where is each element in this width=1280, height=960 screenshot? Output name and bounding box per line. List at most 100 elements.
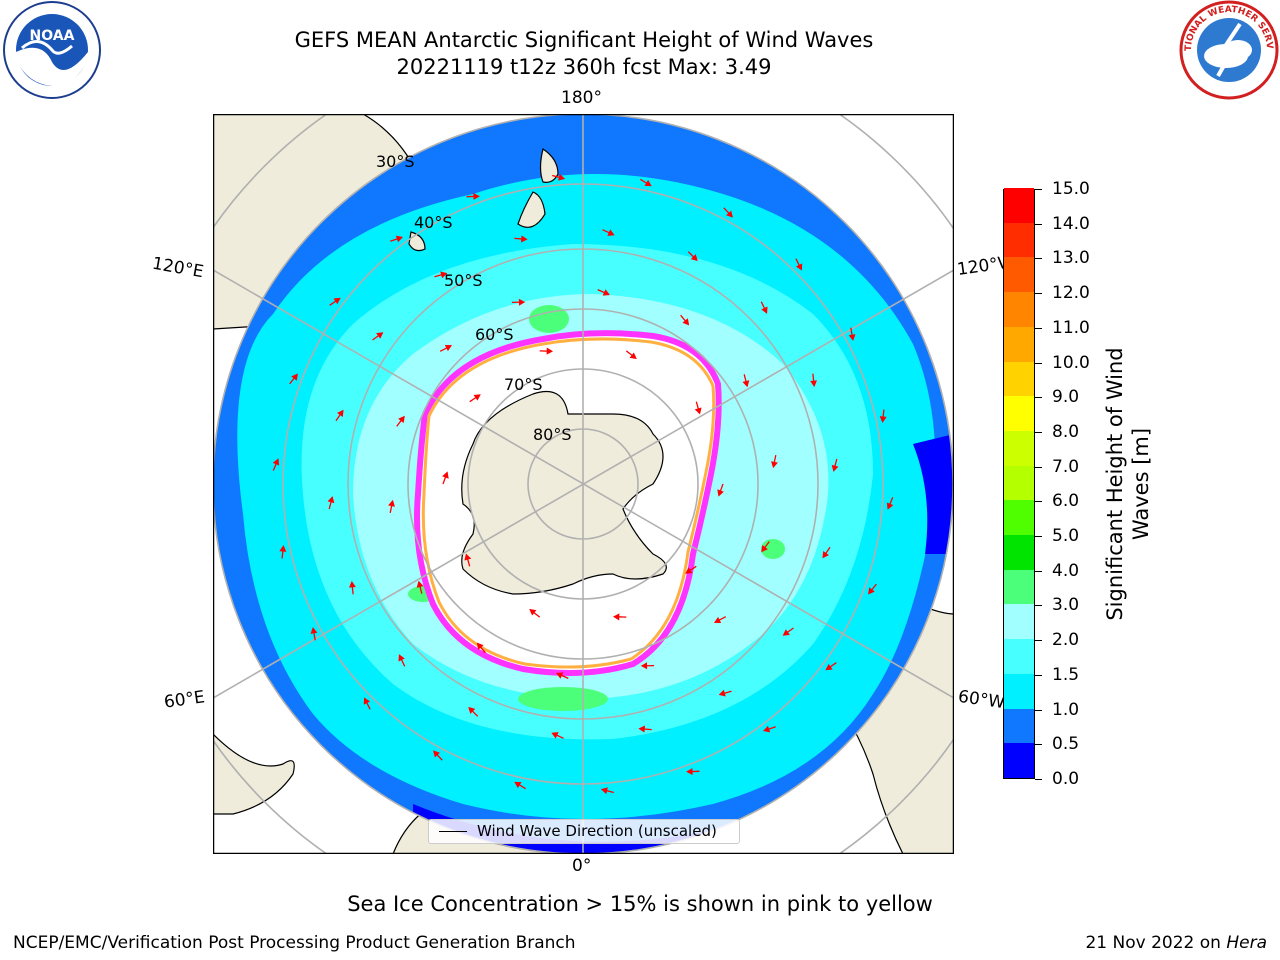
wind-wave-arrow-head bbox=[520, 235, 528, 243]
colorbar-tick bbox=[1035, 327, 1042, 329]
colorbar-segment bbox=[1004, 708, 1034, 744]
wind-wave-arrow-head bbox=[644, 179, 652, 187]
wind-wave-arrow-head bbox=[398, 415, 405, 423]
wind-wave-arrow-head bbox=[690, 254, 698, 262]
colorbar-tick-label: 2.0 bbox=[1052, 630, 1080, 651]
wind-wave-arrow-head bbox=[694, 407, 702, 415]
wind-wave-arrow-head bbox=[556, 672, 564, 679]
wave-patch-2 bbox=[518, 687, 608, 711]
wind-wave-arrow-head bbox=[607, 229, 615, 236]
footer-date-text: 21 Nov 2022 on bbox=[1085, 933, 1227, 953]
colorbar-segment bbox=[1004, 187, 1034, 223]
colorbar-tick-label: 15.0 bbox=[1052, 179, 1090, 199]
colorbar-tick bbox=[1035, 431, 1042, 433]
wind-wave-arrow-head bbox=[822, 551, 829, 559]
ocean-low-2 bbox=[913, 434, 953, 554]
footer-credit: NCEP/EMC/Verification Post Processing Pr… bbox=[13, 933, 576, 953]
wind-wave-arrow-head bbox=[763, 725, 771, 733]
wind-wave-arrow-head bbox=[600, 787, 608, 795]
colorbar-tick-label: 11.0 bbox=[1052, 317, 1090, 338]
wind-wave-arrow-head bbox=[468, 706, 476, 714]
wind-wave-arrow-head bbox=[726, 210, 733, 218]
antarctica-land bbox=[461, 390, 667, 595]
noaa-logo-icon: NOAA bbox=[3, 1, 101, 99]
colorbar-segment bbox=[1004, 603, 1034, 640]
sea-ice-inner-edge bbox=[421, 337, 716, 669]
wind-wave-arrow-head bbox=[440, 271, 448, 279]
madagascar-land bbox=[213, 733, 295, 815]
sea-ice-note: Sea Ice Concentration > 15% is shown in … bbox=[347, 892, 933, 916]
wind-wave-arrow-head bbox=[272, 458, 280, 466]
map-border bbox=[213, 114, 954, 854]
wind-wave-arrow-head bbox=[831, 464, 839, 472]
wind-wave-arrow-head bbox=[558, 173, 566, 181]
wind-wave-arrow-head bbox=[376, 332, 384, 339]
colorbar-tick-label: 1.5 bbox=[1052, 664, 1080, 685]
wind-wave-arrow-head bbox=[629, 352, 637, 360]
lat-label-60s: 60°S bbox=[475, 325, 514, 344]
wind-wave-arrow-head bbox=[682, 318, 690, 326]
wind-wave-arrow-head bbox=[464, 553, 472, 561]
colorbar-tick bbox=[1035, 501, 1042, 503]
colorbar-tick bbox=[1035, 223, 1042, 225]
footer-host: Hera bbox=[1226, 933, 1267, 953]
lon-label-120e: 120°E bbox=[150, 253, 206, 283]
lat-label-50s: 50°S bbox=[444, 271, 483, 290]
wave-patch-1 bbox=[529, 305, 569, 333]
colorbar-tick bbox=[1035, 674, 1042, 676]
colorbar-tick-label: 13.0 bbox=[1052, 248, 1090, 269]
lon-label-60w: 60°W bbox=[956, 686, 1007, 714]
chart-title-line1: GEFS MEAN Antarctic Significant Height o… bbox=[294, 28, 874, 52]
colorbar-segment bbox=[1004, 395, 1034, 431]
wind-wave-arrow-head bbox=[433, 750, 440, 758]
colorbar-tick bbox=[1035, 293, 1042, 295]
colorbar-tick bbox=[1035, 362, 1042, 364]
wind-wave-arrow-head bbox=[398, 654, 405, 662]
colorbar-tick bbox=[1035, 466, 1042, 468]
wind-wave-arrow-head bbox=[761, 306, 768, 314]
colorbar-tick-label: 7.0 bbox=[1052, 456, 1080, 477]
lon-label-60e: 60°E bbox=[162, 687, 207, 713]
colorbar-title-line1: Significant Height of Wind bbox=[1103, 347, 1127, 621]
colorbar-segment bbox=[1004, 222, 1034, 258]
wind-wave-arrow-head bbox=[771, 461, 778, 469]
colorbar-tick-label: 6.0 bbox=[1052, 491, 1080, 512]
wind-wave-arrow-head bbox=[395, 235, 403, 243]
wind-wave-arrow-head bbox=[416, 580, 424, 588]
colorbar-segment bbox=[1004, 742, 1034, 778]
colorbar-tick-label: 12.0 bbox=[1052, 283, 1090, 304]
colorbar-tick bbox=[1035, 189, 1042, 190]
wind-wave-arrow-head bbox=[886, 502, 894, 510]
wind-wave-arrow-head bbox=[473, 193, 480, 200]
wind-wave-arrow-head bbox=[291, 373, 298, 381]
wind-wave-arrow-head bbox=[640, 662, 648, 670]
wind-wave-arrow-head bbox=[442, 471, 449, 479]
wind-wave-arrow-head bbox=[810, 380, 818, 388]
colorbar-segment bbox=[1004, 430, 1034, 466]
colorbar-tick-label: 5.0 bbox=[1052, 526, 1080, 547]
chart-title-line2: 20221119 t12z 360h fcst Max: 3.49 bbox=[396, 55, 772, 79]
footer-date: 21 Nov 2022 on Hera bbox=[1085, 932, 1267, 954]
wind-wave-arrow-head bbox=[279, 545, 287, 552]
wind-wave-arrow-head bbox=[514, 781, 522, 789]
colorbar-tick bbox=[1035, 709, 1042, 711]
colorbar-tick bbox=[1035, 258, 1042, 260]
wind-wave-arrow-head bbox=[444, 345, 453, 352]
national-weather-service-logo-icon: NATIONAL WEATHER SERVICE bbox=[1178, 0, 1279, 100]
wind-wave-arrow-head bbox=[612, 613, 620, 621]
colorbar-tick bbox=[1035, 570, 1042, 572]
wind-wave-arrow-head bbox=[337, 409, 344, 417]
wind-wave-arrow-head bbox=[518, 298, 526, 306]
colorbar-segment bbox=[1004, 534, 1034, 570]
wind-wave-arrow-head bbox=[546, 347, 554, 355]
wind-wave-arrow-head bbox=[686, 768, 693, 775]
noaa-logo-text: NOAA bbox=[30, 28, 75, 44]
lon-label-180: 180° bbox=[561, 88, 602, 108]
colorbar-tick bbox=[1035, 397, 1042, 399]
colorbar-tick-label: 1.0 bbox=[1052, 699, 1080, 720]
new-zealand-land bbox=[517, 148, 559, 228]
colorbar-segment bbox=[1004, 326, 1034, 362]
wind-wave-arrow-head bbox=[638, 725, 646, 733]
colorbar-segment bbox=[1004, 673, 1034, 709]
colorbar-segment bbox=[1004, 291, 1034, 327]
